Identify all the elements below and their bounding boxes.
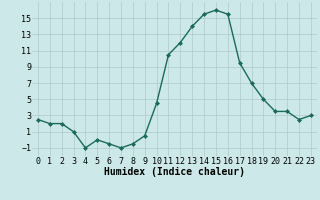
X-axis label: Humidex (Indice chaleur): Humidex (Indice chaleur)	[104, 167, 245, 177]
